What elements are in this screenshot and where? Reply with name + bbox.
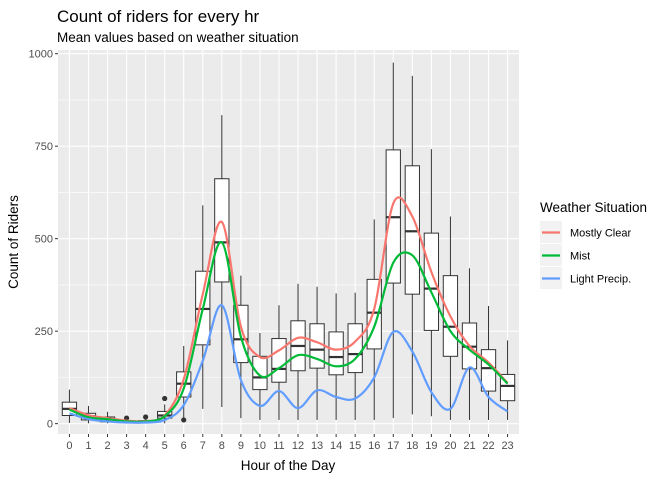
chart-title: Count of riders for every hr (57, 7, 260, 26)
legend-title: Weather Situation (540, 200, 647, 215)
x-tick-label: 13 (311, 440, 323, 452)
x-tick-label: 3 (124, 440, 130, 452)
plot-panel (58, 50, 519, 434)
x-axis-ticks: 0 1 2 3 4 5 6 7 8 9 10 11 12 13 14 15 16 17 18 19 20 21 22 23 (66, 434, 514, 452)
x-tick-label: 11 (273, 440, 284, 452)
series-line-2 (69, 304, 509, 424)
x-tick-label: 22 (482, 440, 494, 452)
x-tick-label: 16 (368, 440, 380, 452)
x-axis-label: Hour of the Day (241, 458, 336, 473)
box-outlier (181, 417, 187, 423)
box (328, 331, 344, 376)
x-tick-label: 8 (219, 440, 225, 452)
x-tick-label: 2 (104, 440, 110, 452)
x-tick-label: 1 (85, 440, 91, 452)
box-outlier (162, 395, 168, 402)
legend-label: Light Precip. (570, 274, 631, 286)
series-lines (68, 196, 509, 424)
legend-label: Mostly Clear (570, 228, 631, 240)
box-outlier (123, 415, 130, 421)
box-outlier (143, 414, 149, 420)
minor-gridlines (58, 99, 519, 378)
x-tick-label: 12 (292, 440, 304, 452)
y-axis-label: Count of Riders (6, 195, 21, 289)
x-tick-label: 6 (181, 440, 187, 452)
legend: Weather Situation Mostly Clear Mist Light … (540, 200, 647, 289)
x-tick-label: 21 (463, 440, 475, 452)
x-tick-label: 17 (387, 440, 399, 452)
series-line-1 (68, 241, 509, 423)
x-tick-label: 23 (501, 440, 513, 452)
x-tick-label: 5 (162, 440, 168, 452)
x-tick-label: 4 (143, 440, 149, 452)
y-tick-label: 250 (35, 326, 53, 338)
x-tick-label: 15 (349, 440, 361, 452)
y-tick-label: 0 (47, 419, 53, 431)
box (271, 338, 287, 383)
x-tick-label: 7 (200, 440, 206, 452)
y-tick-label: 750 (35, 141, 53, 153)
y-tick-label: 500 (35, 234, 53, 246)
y-tick-label: 1000 (29, 49, 53, 61)
legend-label: Mist (570, 251, 590, 263)
box (347, 323, 363, 374)
x-tick-label: 19 (425, 440, 437, 452)
x-tick-label: 18 (406, 440, 418, 452)
box (423, 232, 440, 331)
x-tick-label: 20 (444, 440, 456, 452)
box (404, 165, 420, 295)
boxplot-whiskers (68, 62, 509, 424)
x-tick-label: 10 (254, 440, 266, 452)
box (252, 355, 268, 391)
y-axis-ticks: 0 250 500 750 1000 (29, 49, 58, 431)
chart-subtitle: Mean values based on weather situation (57, 30, 299, 45)
x-tick-label: 14 (330, 440, 342, 452)
x-tick-label: 0 (66, 440, 72, 452)
x-tick-label: 9 (238, 440, 244, 452)
